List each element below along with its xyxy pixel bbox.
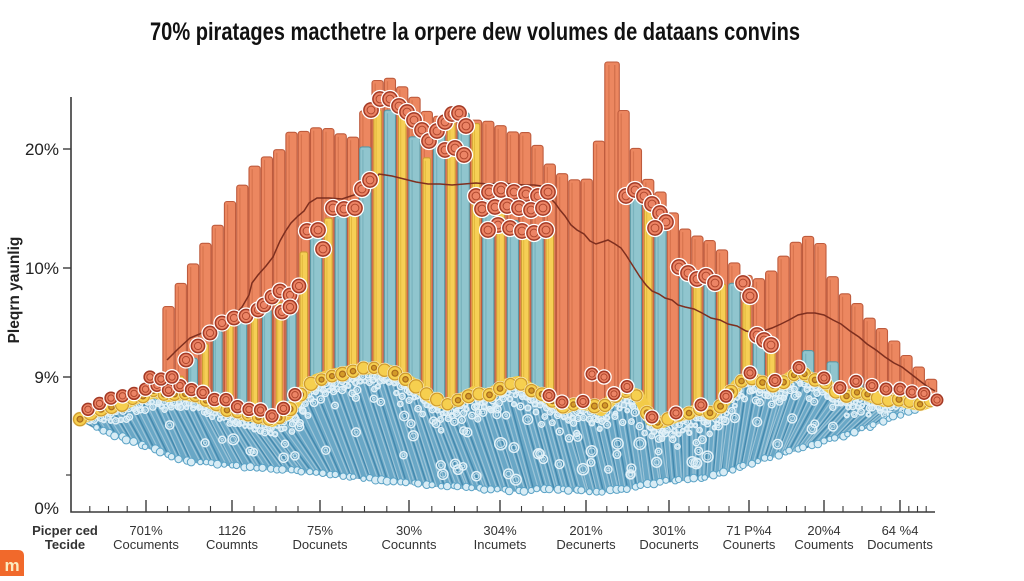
svg-text:71 P%4: 71 P%4: [726, 523, 772, 538]
svg-text:Incumets: Incumets: [474, 537, 527, 552]
svg-text:10%: 10%: [25, 259, 59, 278]
svg-text:1126: 1126: [218, 523, 246, 538]
svg-text:Couments: Couments: [794, 537, 854, 552]
svg-text:701%: 701%: [129, 523, 163, 538]
svg-text:20%4: 20%4: [807, 523, 840, 538]
svg-text:Counerts: Counerts: [723, 537, 776, 552]
svg-text:201%: 201%: [569, 523, 603, 538]
svg-text:30%: 30%: [396, 523, 422, 538]
svg-text:70% piratages macthetre la orp: 70% piratages macthetre la orpere dew vo…: [150, 18, 800, 46]
svg-text:Tecide: Tecide: [45, 537, 85, 552]
svg-text:Documents: Documents: [867, 537, 933, 552]
svg-text:Cocunnts: Cocunnts: [382, 537, 437, 552]
svg-text:301%: 301%: [652, 523, 686, 538]
svg-text:9%: 9%: [34, 368, 59, 387]
svg-text:64 %4: 64 %4: [882, 523, 919, 538]
svg-text:20%: 20%: [25, 140, 59, 159]
svg-text:0%: 0%: [34, 499, 59, 518]
svg-text:75%: 75%: [307, 523, 333, 538]
svg-text:m: m: [4, 556, 19, 575]
svg-text:Coumnts: Coumnts: [206, 537, 259, 552]
svg-text:Decunerts: Decunerts: [556, 537, 616, 552]
svg-text:Docunerts: Docunerts: [639, 537, 699, 552]
svg-text:Pleqrn yaunlig: Pleqrn yaunlig: [6, 237, 23, 344]
svg-text:304%: 304%: [483, 523, 517, 538]
svg-text:Docunets: Docunets: [293, 537, 348, 552]
svg-text:Picper ced: Picper ced: [32, 523, 98, 538]
svg-text:Cocuments: Cocuments: [113, 537, 179, 552]
